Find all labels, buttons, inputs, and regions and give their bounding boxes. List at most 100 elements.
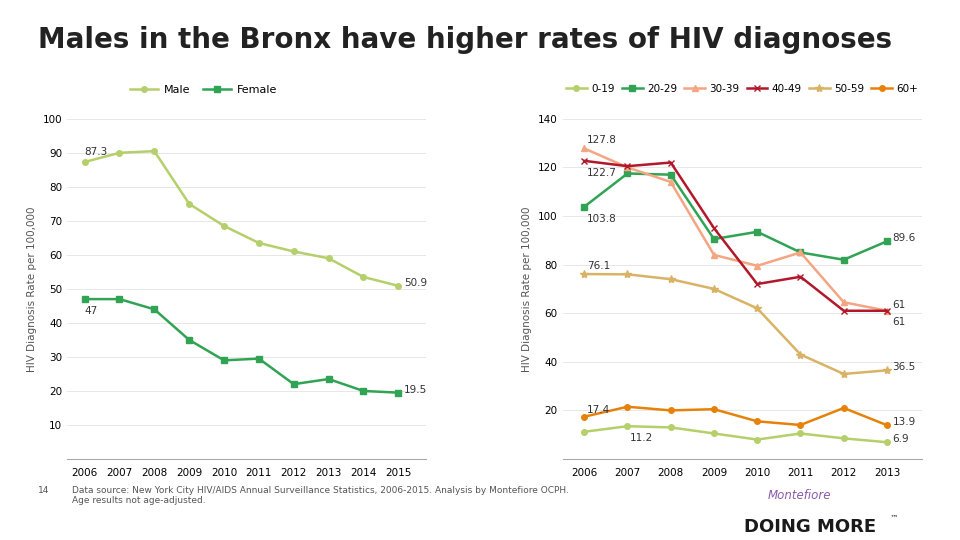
20-29 <box>622 170 634 177</box>
60+ <box>881 422 893 428</box>
60+ <box>838 405 850 411</box>
Male <box>183 200 195 207</box>
60+ <box>708 406 720 413</box>
Line: 50-59: 50-59 <box>580 270 891 378</box>
Text: 36.5: 36.5 <box>893 362 916 372</box>
30-39 <box>752 262 763 269</box>
30-39 <box>881 307 893 314</box>
Female <box>79 296 90 302</box>
Female <box>323 376 334 382</box>
Female <box>393 389 404 396</box>
Male <box>393 282 404 289</box>
Male <box>113 150 125 156</box>
0-19 <box>795 430 806 437</box>
20-29 <box>665 172 677 178</box>
Male <box>323 255 334 261</box>
Text: 89.6: 89.6 <box>893 233 916 244</box>
50-59 <box>795 351 806 357</box>
Female <box>218 357 229 363</box>
Line: 0-19: 0-19 <box>582 423 890 445</box>
60+ <box>579 414 590 420</box>
40-49 <box>881 307 893 314</box>
Line: Male: Male <box>82 148 401 288</box>
20-29 <box>838 256 850 263</box>
Text: 19.5: 19.5 <box>404 384 427 395</box>
40-49 <box>665 159 677 166</box>
Male <box>253 240 265 246</box>
40-49 <box>708 225 720 231</box>
Text: 61: 61 <box>893 300 906 310</box>
Text: 47: 47 <box>84 306 98 316</box>
Text: DOING MORE: DOING MORE <box>744 518 876 536</box>
50-59 <box>579 271 590 278</box>
Text: Montefiore: Montefiore <box>768 489 831 502</box>
50-59 <box>665 276 677 282</box>
50-59 <box>752 305 763 312</box>
30-39 <box>708 252 720 258</box>
Text: 127.8: 127.8 <box>587 135 617 145</box>
Text: 76.1: 76.1 <box>587 260 611 271</box>
50-59 <box>881 367 893 374</box>
0-19 <box>708 430 720 437</box>
40-49 <box>579 158 590 164</box>
Text: Data source: New York City HIV/AIDS Annual Surveillance Statistics, 2006-2015. A: Data source: New York City HIV/AIDS Annu… <box>72 486 569 505</box>
Line: Female: Female <box>82 296 401 395</box>
60+ <box>665 407 677 414</box>
Text: 103.8: 103.8 <box>587 214 616 224</box>
Legend: 0-19, 20-29, 30-39, 40-49, 50-59, 60+: 0-19, 20-29, 30-39, 40-49, 50-59, 60+ <box>562 80 923 98</box>
60+ <box>752 418 763 424</box>
Line: 60+: 60+ <box>582 404 890 428</box>
Female <box>288 381 300 387</box>
0-19 <box>752 436 763 443</box>
40-49 <box>795 273 806 280</box>
20-29 <box>708 236 720 242</box>
Text: ™: ™ <box>890 514 899 523</box>
50-59 <box>838 370 850 377</box>
Text: 13.9: 13.9 <box>893 417 916 427</box>
Line: 30-39: 30-39 <box>582 146 890 314</box>
30-39 <box>665 179 677 185</box>
Text: 17.4: 17.4 <box>587 404 611 415</box>
Line: 40-49: 40-49 <box>581 157 891 314</box>
Line: 20-29: 20-29 <box>582 171 890 262</box>
Male <box>149 148 160 154</box>
30-39 <box>622 164 634 171</box>
Female <box>358 388 370 394</box>
0-19 <box>881 439 893 446</box>
Text: 6.9: 6.9 <box>893 434 909 444</box>
Male <box>218 222 229 229</box>
20-29 <box>579 204 590 210</box>
Male <box>79 159 90 165</box>
Y-axis label: HIV Diagnosis Rate per 100,000: HIV Diagnosis Rate per 100,000 <box>27 206 37 372</box>
Text: 122.7: 122.7 <box>587 168 617 178</box>
Text: 11.2: 11.2 <box>631 434 654 443</box>
40-49 <box>622 163 634 170</box>
Text: 50.9: 50.9 <box>404 278 427 288</box>
Text: 87.3: 87.3 <box>84 147 108 157</box>
Y-axis label: HIV Diagnosis Rate per 100,000: HIV Diagnosis Rate per 100,000 <box>522 206 533 372</box>
20-29 <box>881 238 893 245</box>
Female <box>183 337 195 343</box>
40-49 <box>838 307 850 314</box>
Legend: Male, Female: Male, Female <box>126 80 281 99</box>
Male <box>358 274 370 280</box>
Text: 61: 61 <box>893 316 906 327</box>
50-59 <box>708 286 720 292</box>
Male <box>288 248 300 255</box>
20-29 <box>795 249 806 255</box>
0-19 <box>838 435 850 442</box>
20-29 <box>752 228 763 235</box>
0-19 <box>579 429 590 435</box>
0-19 <box>622 423 634 429</box>
30-39 <box>579 145 590 152</box>
50-59 <box>622 271 634 278</box>
Female <box>113 296 125 302</box>
Text: Males in the Bronx have higher rates of HIV diagnoses: Males in the Bronx have higher rates of … <box>38 26 893 54</box>
60+ <box>622 403 634 410</box>
Text: 14: 14 <box>38 486 50 495</box>
Female <box>149 306 160 313</box>
40-49 <box>752 281 763 287</box>
30-39 <box>838 299 850 306</box>
30-39 <box>795 249 806 255</box>
Female <box>253 355 265 362</box>
